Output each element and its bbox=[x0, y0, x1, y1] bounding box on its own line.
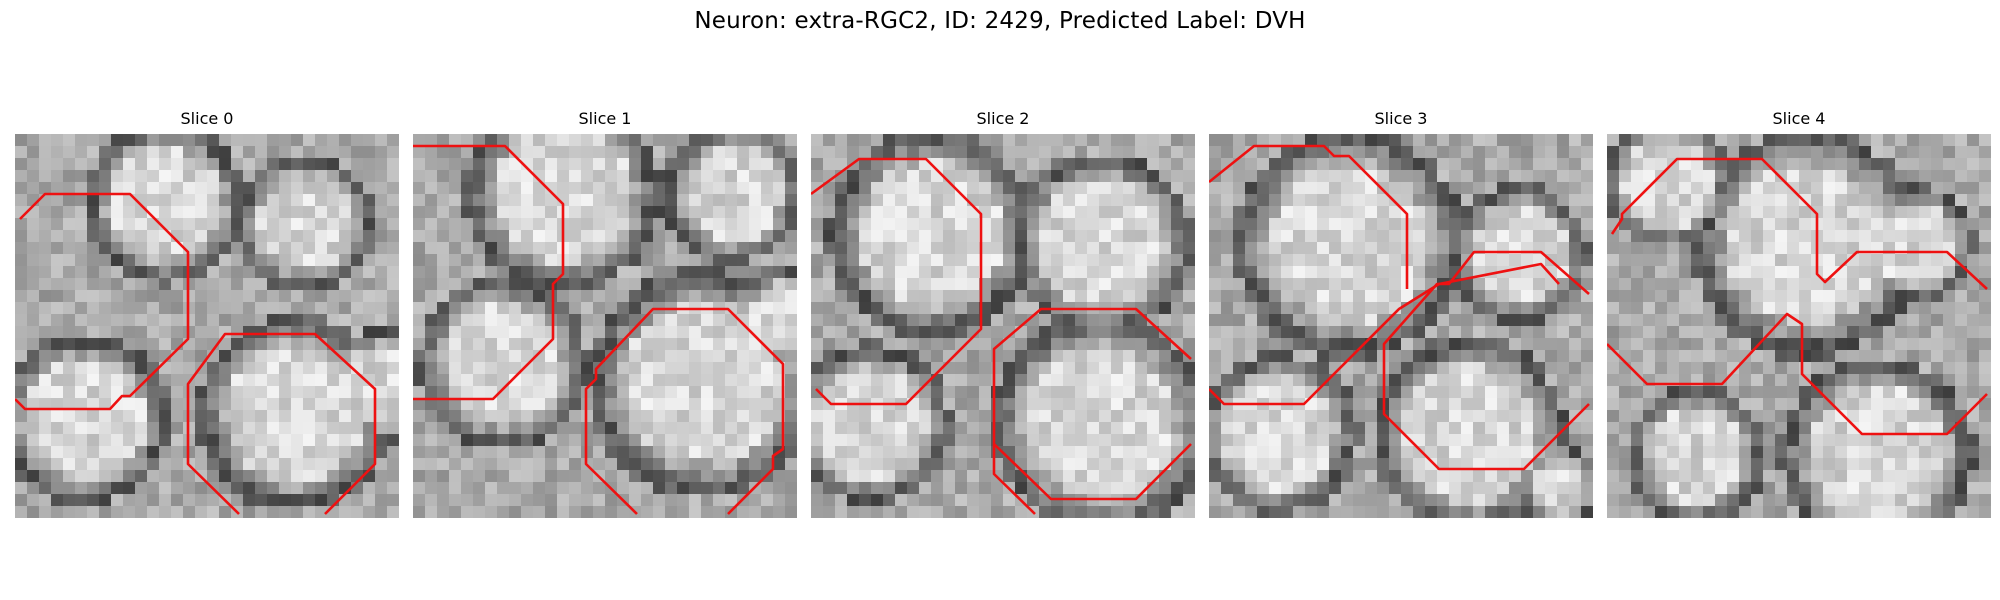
neuron-contour-line bbox=[993, 443, 1192, 501]
slice-title: Slice 2 bbox=[976, 109, 1030, 128]
neuron-contour-line bbox=[15, 192, 190, 411]
neuron-contour-line bbox=[1209, 144, 1409, 289]
pixel-grid bbox=[1607, 134, 1991, 518]
slice-panel-3: Slice 3 bbox=[1209, 108, 1593, 518]
pixel-grid bbox=[413, 134, 797, 518]
slice-title: Slice 1 bbox=[578, 109, 632, 128]
slice-image bbox=[15, 134, 399, 518]
neuron-contour-line bbox=[992, 307, 1192, 515]
slice-image bbox=[1209, 134, 1593, 518]
neuron-contour-line bbox=[186, 332, 377, 515]
slice-image bbox=[413, 134, 797, 518]
neuron-contour-line bbox=[584, 307, 785, 515]
pixel-grid bbox=[15, 134, 399, 518]
slice-panel-2: Slice 2 bbox=[811, 108, 1195, 518]
neuron-contour-line bbox=[1209, 262, 1560, 406]
neuron-contour-line bbox=[811, 157, 983, 406]
slice-panel-0: Slice 0 bbox=[15, 108, 399, 518]
slice-panel-4: Slice 4 bbox=[1607, 108, 1991, 518]
neuron-contour-line bbox=[1607, 312, 1988, 436]
slice-title: Slice 0 bbox=[180, 109, 234, 128]
neuron-contour-line bbox=[413, 144, 565, 401]
pixel-grid bbox=[811, 134, 1195, 518]
slice-image bbox=[811, 134, 1195, 518]
slice-panel-1: Slice 1 bbox=[413, 108, 797, 518]
neuron-contour-line bbox=[1382, 250, 1590, 471]
pixel-grid bbox=[1209, 134, 1593, 518]
neuron-contour-line bbox=[1610, 157, 1988, 290]
slice-image bbox=[1607, 134, 1991, 518]
slice-title: Slice 4 bbox=[1772, 109, 1826, 128]
figure-title: Neuron: extra-RGC2, ID: 2429, Predicted … bbox=[694, 8, 1306, 34]
slice-title: Slice 3 bbox=[1374, 109, 1428, 128]
